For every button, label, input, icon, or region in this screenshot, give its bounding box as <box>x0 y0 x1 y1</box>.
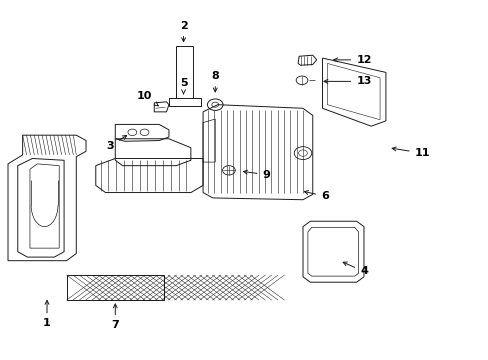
Text: 7: 7 <box>111 304 119 330</box>
Text: 6: 6 <box>304 190 328 201</box>
Text: 8: 8 <box>211 71 219 92</box>
Text: 11: 11 <box>391 147 429 158</box>
Text: 9: 9 <box>243 170 270 180</box>
Text: 5: 5 <box>180 78 187 94</box>
Text: 12: 12 <box>333 55 371 65</box>
Text: 10: 10 <box>137 91 158 106</box>
Text: 13: 13 <box>323 76 371 86</box>
Bar <box>66 275 163 300</box>
Text: 4: 4 <box>343 262 367 276</box>
Text: 3: 3 <box>106 135 126 151</box>
Text: 1: 1 <box>43 300 51 328</box>
Text: 2: 2 <box>179 21 187 42</box>
